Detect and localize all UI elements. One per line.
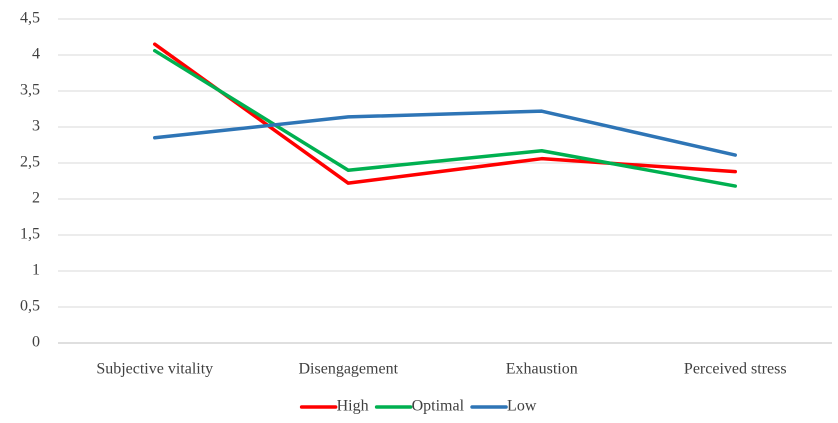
legend-label: High — [337, 398, 369, 415]
line-series — [153, 48, 737, 188]
y-tick-label: 4,5 — [20, 10, 40, 27]
y-tick-label: 3 — [32, 118, 40, 135]
x-tick-label: Disengagement — [298, 361, 398, 378]
y-tick-label: 4 — [32, 46, 40, 63]
y-tick-label: 1,5 — [20, 226, 40, 243]
x-tick-label: Exhaustion — [506, 361, 578, 378]
y-tick-label: 0,5 — [20, 298, 40, 315]
legend-label: Low — [507, 398, 537, 415]
y-tick-label: 1 — [32, 262, 40, 279]
y-tick-label: 3,5 — [20, 82, 40, 99]
x-tick-label: Perceived stress — [684, 361, 787, 378]
y-tick-label: 2,5 — [20, 154, 40, 171]
x-tick-label: Subjective vitality — [96, 361, 213, 378]
line-series — [153, 42, 737, 185]
line-series — [153, 109, 737, 157]
y-tick-label: 0 — [32, 334, 40, 351]
legend-label: Optimal — [412, 398, 465, 415]
y-tick-label: 2 — [32, 190, 40, 207]
